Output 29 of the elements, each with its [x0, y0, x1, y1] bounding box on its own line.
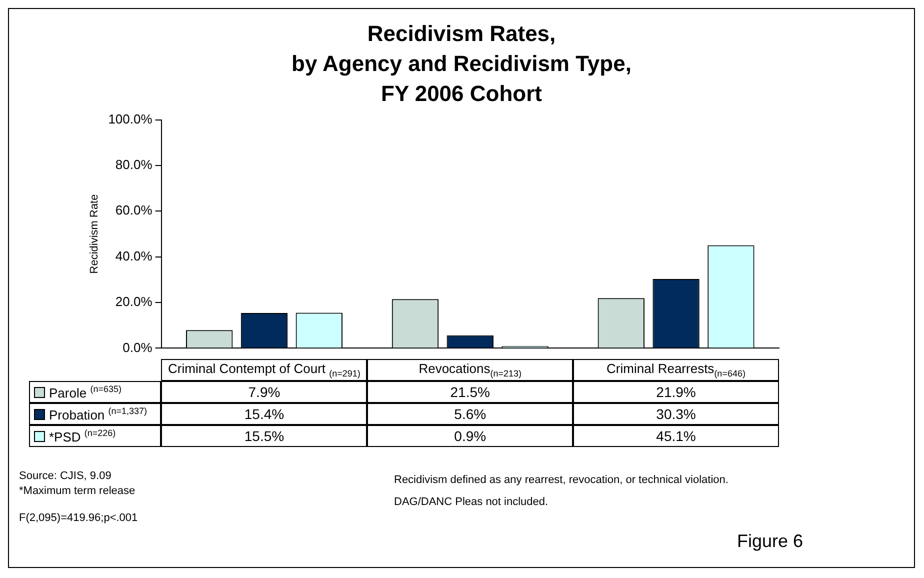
data-label: 5.6% — [367, 403, 574, 425]
text: Recidivism defined as any rearrest, revocation, or technical violation. — [394, 473, 728, 488]
legend-label: Parole $^{(n=635)}$ — [49, 384, 122, 400]
x-tick-label: Criminal Rearrests$_{(n=646)}$ — [606, 361, 746, 379]
data-label: 21.9% — [573, 381, 779, 403]
legend-label: Probation $^{(n=1,337)}$ — [49, 406, 148, 422]
y-tick-label: 40.0% — [115, 248, 153, 264]
y-axis-title: Recidivism Rate — [88, 194, 101, 274]
data-label: 30.3% — [573, 403, 779, 425]
x-tick-label: Revocations$_{(n=213)}$ — [418, 361, 522, 379]
x-tick-label: Criminal Contempt of Court $_{(n=291)}$ — [168, 361, 360, 379]
y-tick-label: 0.0% — [122, 340, 153, 355]
legend-label: *PSD $^{(n=226)}$ — [49, 428, 116, 444]
y-tick-label: 100.0% — [108, 111, 153, 126]
chart-title: Recidivism Rates, by Agency and Recidivism Type, FY 2006 Cohort — [290, 20, 632, 108]
y-tick-label: 20.0% — [115, 294, 153, 310]
data-label: 7.9% — [161, 381, 368, 403]
data-label: 21.5% — [367, 381, 574, 403]
caption: Figure 6 — [737, 531, 804, 552]
text: *Maximum term release — [19, 484, 136, 499]
text: DAG/DANC Pleas not included. — [394, 495, 550, 510]
y-tick-label: 60.0% — [115, 202, 153, 218]
data-label: 15.4% — [161, 403, 368, 425]
data-label: 15.5% — [161, 425, 368, 447]
source-note: Source: CJIS, 9.09 — [19, 469, 112, 484]
y-tick-label: 80.0% — [115, 157, 153, 172]
text: F(2,095)=419.96;p<.001 — [19, 511, 138, 526]
data-label: 45.1% — [573, 425, 779, 447]
data-label: 0.9% — [367, 425, 574, 447]
